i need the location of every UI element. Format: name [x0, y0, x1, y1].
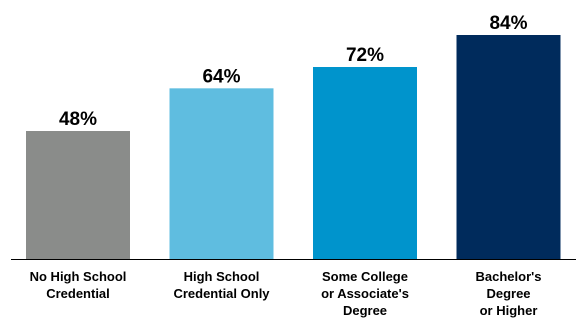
category-label-line: Degree	[486, 286, 530, 301]
value-label-3: 72%	[346, 45, 384, 66]
category-label-line: High School	[184, 269, 260, 284]
value-labels-group: 48% 64% 72% 84%	[59, 13, 528, 130]
category-label-line: or Associate's	[321, 286, 409, 301]
category-label-line: Credential	[46, 286, 110, 301]
bar-1	[26, 131, 130, 259]
value-label-2: 64%	[202, 66, 240, 87]
category-label-line: Degree	[343, 303, 387, 318]
category-label-2: High School Credential Only	[173, 269, 270, 301]
category-label-line: No High School	[30, 269, 127, 284]
category-label-3: Some College or Associate's Degree	[321, 269, 409, 318]
bars-group	[26, 35, 561, 259]
category-label-1: No High School Credential	[30, 269, 127, 301]
bar-3	[313, 67, 417, 259]
category-label-line: or Higher	[480, 303, 538, 318]
value-label-1: 48%	[59, 109, 97, 130]
category-label-line: Credential Only	[173, 286, 270, 301]
category-label-line: Some College	[322, 269, 408, 284]
value-label-4: 84%	[489, 13, 527, 34]
category-label-line: Bachelor's	[476, 269, 542, 284]
category-label-4: Bachelor's Degree or Higher	[476, 269, 542, 318]
bar-4	[456, 35, 561, 259]
bar-2	[169, 88, 274, 259]
category-labels-group: No High School Credential High School Crede…	[30, 269, 542, 318]
